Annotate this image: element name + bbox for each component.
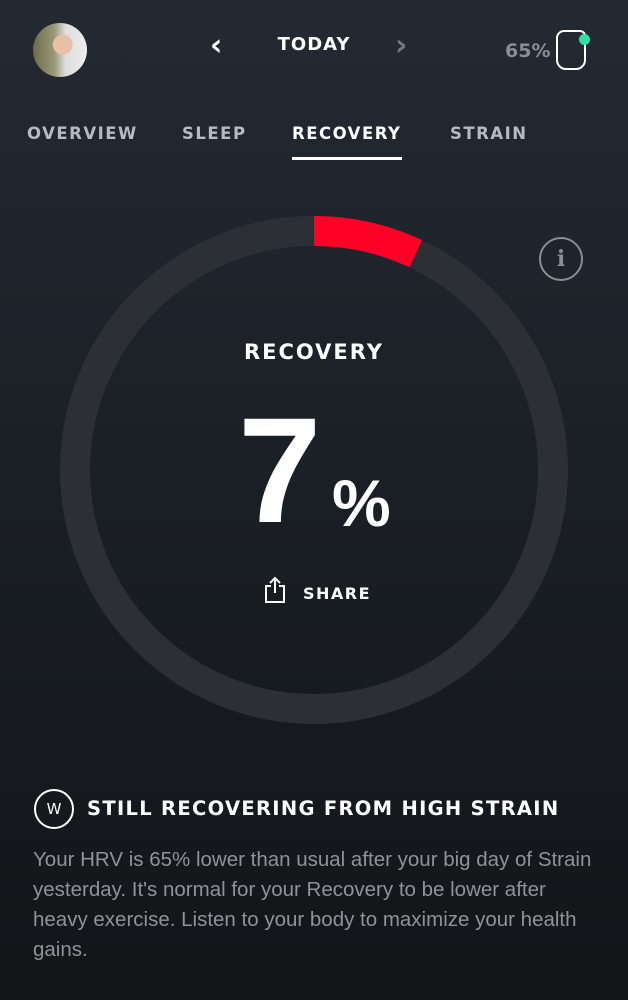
recovery-value: 7 xyxy=(238,386,322,554)
ring-progress-arc xyxy=(313,216,423,268)
coach-title: STILL RECOVERING FROM HIGH STRAIN xyxy=(87,797,560,820)
share-icon[interactable] xyxy=(263,576,287,604)
recovery-title: RECOVERY xyxy=(243,340,385,364)
date-label: TODAY xyxy=(277,34,351,55)
tab-overview[interactable]: OVERVIEW xyxy=(27,124,138,143)
chevron-right-icon[interactable]: › xyxy=(395,28,408,63)
avatar[interactable] xyxy=(33,23,87,77)
tab-strain[interactable]: STRAIN xyxy=(450,124,528,143)
chevron-left-icon[interactable]: ‹ xyxy=(210,28,223,63)
share-button[interactable]: SHARE xyxy=(303,584,372,603)
tab-recovery[interactable]: RECOVERY xyxy=(292,124,402,143)
battery-level: 65% xyxy=(505,40,551,62)
device-status-dot xyxy=(579,34,590,45)
coach-message: Your HRV is 65% lower than usual after y… xyxy=(33,848,592,961)
tab-sleep[interactable]: SLEEP xyxy=(182,124,247,143)
whoop-logo-icon: W xyxy=(34,789,74,829)
strap-icon[interactable] xyxy=(556,30,586,70)
info-icon[interactable]: i xyxy=(539,237,583,281)
active-tab-indicator xyxy=(292,157,402,160)
recovery-unit: % xyxy=(332,466,391,540)
